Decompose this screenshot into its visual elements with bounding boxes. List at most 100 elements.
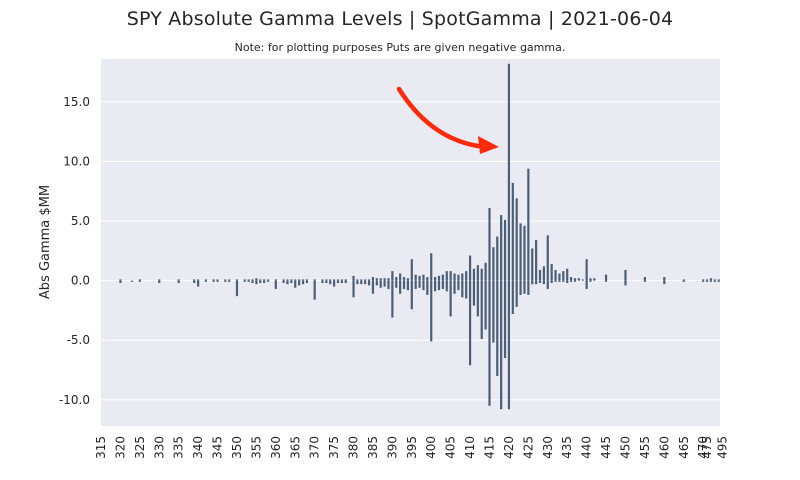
- call-bar-400: [430, 253, 433, 281]
- call-bar-339: [193, 279, 196, 281]
- call-bar-373: [325, 279, 328, 281]
- chart-subtitle: Note: for plotting purposes Puts are giv…: [234, 41, 566, 54]
- put-bar-450: [624, 280, 627, 286]
- x-tick-label: 350: [230, 436, 244, 459]
- call-bar-440: [585, 259, 588, 281]
- y-axis-label: Abs Gamma $MM: [38, 185, 53, 299]
- put-bar-390: [391, 280, 394, 318]
- call-bar-435: [566, 268, 569, 281]
- y-tick-label: 10.0: [63, 154, 90, 168]
- call-bar-406: [453, 273, 456, 281]
- y-tick-label: 0.0: [71, 274, 90, 288]
- call-bar-340: [197, 279, 200, 281]
- call-bar-417: [496, 236, 499, 281]
- put-bar-455: [643, 280, 646, 282]
- call-bar-395: [410, 259, 413, 281]
- call-bar-390: [391, 271, 394, 281]
- y-axis-ticks: 15.0 10.0 5.0 0.0 -5.0 -10.0: [59, 95, 90, 407]
- call-bar-418: [500, 215, 503, 281]
- call-bar-410: [468, 255, 472, 281]
- put-bar-365: [294, 280, 297, 288]
- put-bar-376: [336, 280, 340, 284]
- put-bar-383: [364, 280, 367, 285]
- call-bar-419: [503, 219, 507, 281]
- put-bar-480: [709, 280, 713, 282]
- call-bar-433: [558, 273, 561, 281]
- put-bar-323: [130, 280, 134, 282]
- put-bar-370: [313, 280, 316, 300]
- put-bar-416: [492, 280, 495, 343]
- put-bar-490: [717, 280, 720, 282]
- put-bar-382: [360, 280, 363, 285]
- x-tick-label: 355: [249, 436, 263, 459]
- put-bar-403: [441, 280, 444, 289]
- call-bar-363: [286, 279, 289, 281]
- call-bar-398: [422, 274, 425, 281]
- put-bar-320: [119, 280, 122, 284]
- call-bar-429: [542, 266, 545, 281]
- call-bar-402: [437, 275, 441, 281]
- put-bar-401: [434, 280, 437, 292]
- put-bar-434: [562, 280, 565, 282]
- call-bar-436: [569, 277, 573, 281]
- put-bar-347: [224, 280, 227, 282]
- call-bar-399: [426, 277, 429, 281]
- put-bar-395: [410, 280, 413, 310]
- call-bar-345: [216, 279, 219, 281]
- x-tick-label: 410: [463, 436, 477, 459]
- call-bar-344: [212, 279, 215, 281]
- y-tick-label: -5.0: [67, 333, 90, 347]
- call-bar-441: [589, 278, 592, 281]
- x-tick-label: 400: [424, 436, 438, 459]
- chart-title: SPY Absolute Gamma Levels | SpotGamma | …: [126, 8, 674, 30]
- put-bar-368: [305, 280, 309, 284]
- call-bar-415: [488, 207, 491, 281]
- call-bar-377: [340, 279, 343, 281]
- put-bar-422: [515, 280, 518, 307]
- call-bar-320: [119, 279, 122, 281]
- put-bar-364: [290, 280, 293, 284]
- call-bar-414: [484, 262, 487, 281]
- put-bar-386: [375, 280, 378, 286]
- put-bar-433: [558, 280, 561, 282]
- call-bar-348: [228, 279, 231, 281]
- call-bar-356: [259, 279, 262, 281]
- put-bar-415: [488, 280, 491, 406]
- put-bar-407: [457, 280, 460, 291]
- call-bar-432: [554, 269, 557, 281]
- put-bar-363: [286, 280, 289, 285]
- put-bar-427: [535, 280, 538, 285]
- put-bar-400: [430, 280, 433, 342]
- put-bar-411: [472, 280, 476, 306]
- call-bar-407: [457, 274, 460, 281]
- call-bar-366: [298, 279, 301, 281]
- x-tick-label: 495: [716, 436, 730, 459]
- call-bar-404: [445, 271, 448, 281]
- call-bar-355: [255, 278, 258, 281]
- call-bar-380: [352, 275, 355, 281]
- bars: [119, 63, 720, 410]
- put-bar-426: [531, 280, 534, 285]
- put-bar-366: [298, 280, 301, 286]
- put-bar-375: [333, 280, 336, 287]
- call-bar-347: [224, 279, 227, 281]
- call-bar-391: [395, 277, 398, 281]
- put-bar-393: [402, 280, 406, 289]
- put-bar-381: [356, 280, 359, 285]
- put-bar-358: [266, 280, 270, 282]
- call-bar-397: [418, 275, 421, 281]
- x-tick-label: 390: [385, 436, 399, 459]
- x-tick-label: 370: [308, 436, 322, 459]
- put-bar-445: [604, 280, 608, 282]
- call-bar-375: [333, 279, 336, 281]
- put-bar-420: [507, 280, 511, 410]
- call-bar-330: [158, 279, 161, 281]
- call-bar-368: [305, 279, 309, 281]
- put-bar-354: [251, 280, 254, 284]
- call-bar-374: [329, 279, 332, 281]
- call-bar-421: [511, 182, 514, 281]
- call-bar-367: [301, 279, 305, 281]
- put-bar-355: [255, 280, 258, 285]
- y-tick-label: 15.0: [63, 95, 90, 109]
- annotation-arrow: [396, 86, 499, 154]
